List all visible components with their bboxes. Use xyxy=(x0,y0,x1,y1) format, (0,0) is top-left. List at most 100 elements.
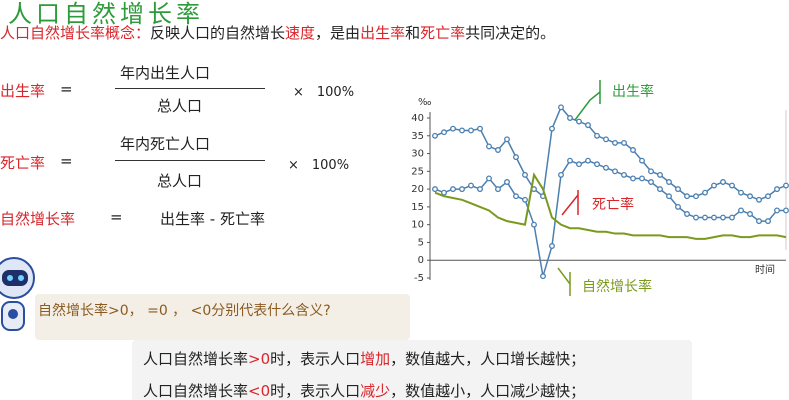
y-tick-label: 35 xyxy=(411,131,424,142)
segment: 出生率 xyxy=(360,24,406,42)
series-line xyxy=(434,172,787,240)
denominator: 总人口 xyxy=(157,172,203,190)
point xyxy=(594,161,600,168)
y-tick-label: 5 xyxy=(418,237,424,248)
point xyxy=(450,186,456,193)
denominator: 总人口 xyxy=(157,97,203,115)
point xyxy=(621,139,627,146)
point xyxy=(531,221,537,228)
point xyxy=(558,171,564,178)
series-line xyxy=(434,159,786,277)
y-tick-label: 10 xyxy=(411,220,424,231)
point xyxy=(459,127,465,134)
point xyxy=(432,132,438,139)
y-tick-label: 15 xyxy=(411,202,424,213)
point xyxy=(756,218,762,225)
point xyxy=(585,122,591,129)
point xyxy=(495,186,501,193)
point xyxy=(657,186,663,193)
point xyxy=(747,211,753,217)
point xyxy=(738,189,744,196)
segment: 和 xyxy=(405,24,421,42)
formula-eq: = xyxy=(60,80,73,98)
annotation-line xyxy=(557,267,571,285)
point xyxy=(666,179,672,185)
formula-name: 出生率 xyxy=(0,82,46,100)
point xyxy=(675,186,681,193)
formula-name: 死亡率 xyxy=(0,154,46,172)
point xyxy=(684,211,690,217)
point xyxy=(567,157,573,164)
point xyxy=(630,175,636,182)
point xyxy=(702,214,708,221)
point xyxy=(774,186,780,193)
point xyxy=(675,203,681,210)
point xyxy=(621,171,627,178)
point xyxy=(513,154,519,161)
point xyxy=(693,193,699,200)
point xyxy=(630,147,636,153)
segment: <0 xyxy=(248,382,271,400)
segment: 反映人口的自然增长 xyxy=(150,24,286,42)
y-tick-label: 30 xyxy=(411,149,424,160)
point xyxy=(720,179,726,185)
series-label: 自然增长率 xyxy=(582,278,652,295)
point xyxy=(549,125,555,132)
point xyxy=(783,207,789,214)
formula-name: 自然增长率 xyxy=(0,210,76,228)
point xyxy=(702,189,708,196)
point xyxy=(594,132,600,139)
point xyxy=(495,147,501,153)
y-tick-label: 0 xyxy=(418,255,424,266)
point xyxy=(468,127,474,134)
point xyxy=(639,175,645,182)
point xyxy=(639,157,645,164)
fraction-line xyxy=(115,88,265,89)
robot-icon xyxy=(0,257,35,331)
point xyxy=(774,207,780,214)
point xyxy=(648,168,654,175)
segment: 共同决定的。 xyxy=(465,24,556,42)
answer: 人口自然增长率>0时，表示人口增加，数值越大，人口增长越快； xyxy=(143,348,585,369)
series-line xyxy=(434,105,787,201)
segment: ，数值越小，人口减少越快； xyxy=(390,382,586,400)
point xyxy=(504,179,510,185)
y-tick-label: 40 xyxy=(411,113,424,124)
numerator: 年内死亡人口 xyxy=(120,135,211,153)
point xyxy=(648,179,654,185)
point xyxy=(522,171,528,178)
point xyxy=(540,273,546,280)
y-unit: ‰ xyxy=(418,97,431,108)
point xyxy=(522,196,528,203)
formula-eq: = xyxy=(110,208,123,226)
point xyxy=(486,175,492,182)
point xyxy=(513,193,519,200)
segment: 人口自然增长率概念： xyxy=(0,24,151,42)
point xyxy=(657,171,663,178)
point xyxy=(477,186,483,193)
point xyxy=(765,218,771,225)
question-box xyxy=(35,294,410,340)
annotation-line xyxy=(574,91,601,121)
point xyxy=(603,164,609,171)
point xyxy=(432,186,438,193)
point xyxy=(612,168,618,175)
y-tick-label: -5 xyxy=(414,273,424,284)
numerator: 年内出生人口 xyxy=(120,64,211,82)
y-tick-label: 20 xyxy=(411,184,424,195)
segment: 人口自然增长率 xyxy=(143,350,249,368)
segment: 人口自然增长率 xyxy=(143,382,249,400)
point xyxy=(720,214,726,221)
point xyxy=(504,136,510,143)
point xyxy=(576,161,582,168)
annotation-line xyxy=(561,194,579,216)
factor: × 100% xyxy=(293,85,355,100)
answer-box xyxy=(132,340,692,400)
point xyxy=(729,182,735,189)
point xyxy=(711,182,717,189)
point xyxy=(468,182,474,189)
y-tick-label: 25 xyxy=(411,166,424,177)
point xyxy=(576,118,582,125)
point xyxy=(549,243,555,249)
